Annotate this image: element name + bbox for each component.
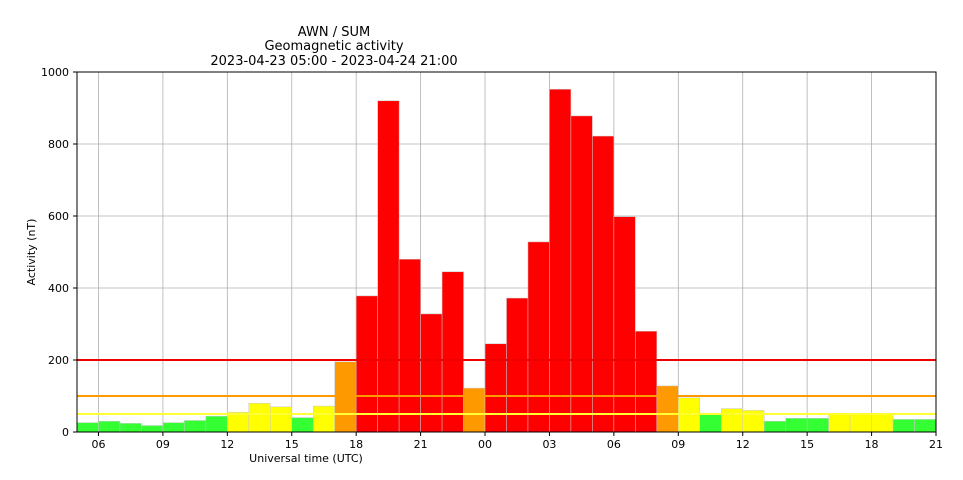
y-axis-ticks: 0 200 400 600 800 1000: [41, 66, 77, 439]
bar: [484, 343, 507, 433]
bar: [184, 420, 207, 433]
y-tick-label: 400: [48, 282, 69, 295]
x-tick-label: 03: [542, 438, 556, 451]
x-tick-label: 06: [607, 438, 621, 451]
bar: [312, 405, 335, 433]
chart-title-line-2: Geomagnetic activity: [264, 39, 403, 54]
bar: [463, 387, 486, 433]
bar: [592, 135, 615, 433]
bar: [76, 422, 99, 433]
bar: [914, 419, 937, 433]
x-tick-label: 18: [349, 438, 363, 451]
x-tick-label: 09: [156, 438, 170, 451]
x-tick-label: 21: [929, 438, 943, 451]
y-tick-label: 600: [48, 210, 69, 223]
bar: [205, 415, 228, 433]
bar: [635, 330, 658, 433]
x-tick-label: 15: [800, 438, 814, 451]
bar: [785, 418, 808, 433]
bar: [398, 258, 421, 433]
y-tick-label: 200: [48, 354, 69, 367]
chart-title: AWN / SUM Geomagnetic activity 2023-04-2…: [210, 25, 457, 69]
bar: [806, 418, 829, 433]
bar: [699, 414, 722, 433]
bar: [570, 115, 593, 433]
bar: [527, 241, 550, 433]
x-tick-label: 09: [671, 438, 685, 451]
x-tick-label: 21: [414, 438, 428, 451]
bar: [248, 402, 271, 433]
bar: [828, 413, 851, 433]
bar: [227, 411, 250, 433]
threshold-lines: [77, 359, 936, 415]
x-tick-label: 12: [736, 438, 750, 451]
chart-title-line-3: 2023-04-23 05:00 - 2023-04-24 21:00: [210, 54, 457, 69]
bar: [270, 406, 292, 433]
bar: [613, 216, 636, 433]
bars: [76, 89, 937, 433]
bar: [98, 420, 121, 433]
bar: [441, 271, 464, 433]
x-tick-label: 12: [220, 438, 234, 451]
bar: [141, 425, 164, 433]
y-tick-label: 1000: [41, 66, 69, 79]
x-tick-label: 06: [91, 438, 105, 451]
bar: [656, 385, 679, 433]
bar: [119, 423, 142, 433]
bar: [506, 297, 529, 433]
x-tick-label: 18: [865, 438, 879, 451]
chart-title-line-1: AWN / SUM: [298, 25, 370, 40]
bar: [162, 422, 185, 433]
y-tick-label: 0: [62, 426, 69, 439]
bar: [763, 420, 786, 433]
plot-frame: [76, 71, 937, 433]
bar: [849, 413, 872, 433]
bar: [871, 413, 894, 433]
bar: [549, 89, 572, 433]
y-tick-label: 800: [48, 138, 69, 151]
bar: [355, 295, 378, 433]
bar: [721, 408, 743, 433]
x-axis-ticks: 06 09 12 15 18 21 00 03 06 09 12 15 18 21: [91, 432, 943, 451]
y-axis-label: Activity (nT): [25, 219, 38, 286]
x-axis-label: Universal time (UTC): [249, 452, 363, 465]
bar: [377, 100, 400, 433]
bar: [291, 417, 314, 433]
x-tick-label: 15: [285, 438, 299, 451]
bar: [892, 419, 915, 433]
x-tick-label: 00: [478, 438, 492, 451]
